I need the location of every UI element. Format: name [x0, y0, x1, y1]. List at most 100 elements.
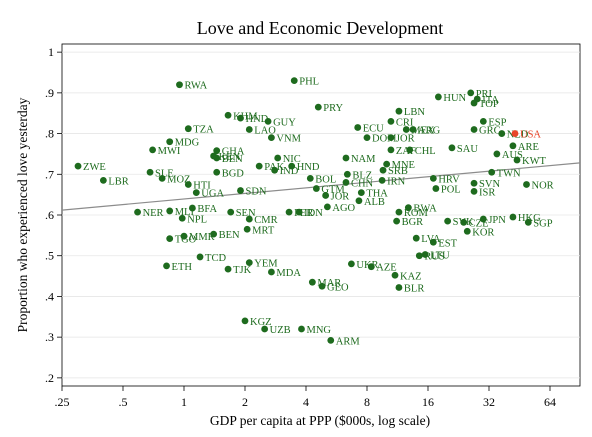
data-label: MOZ	[167, 174, 190, 185]
data-label: ARG	[418, 126, 441, 137]
data-point	[509, 142, 517, 150]
data-point	[421, 251, 429, 258]
data-point	[429, 174, 437, 182]
data-label: ESP	[488, 117, 506, 128]
data-label: HTI	[193, 180, 211, 191]
data-point	[357, 189, 365, 197]
data-label: BLR	[404, 283, 424, 294]
data-label: LAO	[254, 126, 276, 137]
data-label: AZE	[376, 263, 396, 274]
x-tick-label: 2	[242, 395, 248, 409]
data-point	[524, 218, 532, 226]
data-point	[509, 213, 517, 221]
data-label: THA	[366, 189, 388, 200]
data-point	[288, 162, 296, 170]
data-label: NER	[143, 208, 164, 219]
data-point	[166, 207, 174, 215]
x-axis-label: GDP per capita at PPP ($000s, log scale)	[210, 413, 430, 428]
data-label: EST	[438, 238, 457, 249]
data-label: ZAF	[396, 146, 416, 157]
data-label: VNM	[276, 134, 301, 145]
data-point	[312, 185, 320, 192]
data-label: GHA	[222, 147, 245, 158]
data-point	[149, 146, 157, 154]
data-label: KAZ	[400, 271, 422, 282]
data-label: TCD	[205, 253, 226, 264]
data-label: NPL	[187, 214, 207, 225]
data-point	[322, 192, 330, 199]
data-point	[308, 278, 316, 286]
data-point	[354, 124, 362, 131]
data-label: JPN	[488, 215, 506, 226]
data-point	[323, 203, 331, 211]
data-label: CMR	[254, 215, 277, 226]
data-label: GUY	[273, 117, 296, 128]
data-point	[342, 154, 350, 162]
data-label: BOL	[315, 174, 336, 185]
data-label: NAM	[351, 154, 376, 165]
data-label: KEN	[219, 152, 241, 163]
data-label: MNE	[392, 160, 415, 171]
x-tick-label: 32	[483, 395, 495, 409]
data-point	[479, 215, 487, 223]
data-label: AUS	[502, 150, 523, 161]
data-label: SVN	[479, 179, 500, 190]
data-point	[255, 162, 263, 170]
data-label: UGA	[201, 189, 224, 200]
data-label: HKG	[518, 213, 541, 224]
data-point	[196, 253, 204, 261]
data-point	[470, 179, 478, 187]
data-point	[513, 156, 521, 164]
y-tick-label: .6	[45, 208, 54, 222]
data-label: IDN	[304, 208, 323, 219]
data-point	[387, 134, 395, 142]
data-point	[243, 225, 251, 233]
x-axis: .25 .5 1 2 4 8 16 32 64	[55, 386, 556, 409]
data-label: MDA	[276, 268, 301, 279]
data-point	[367, 263, 375, 271]
data-label: MEX	[411, 126, 435, 137]
data-point	[213, 154, 221, 162]
data-label: CHL	[415, 146, 436, 157]
data-label: LBN	[404, 107, 425, 118]
data-point	[245, 215, 253, 223]
data-label: TJK	[233, 265, 252, 276]
data-label: HND	[245, 114, 268, 125]
data-point	[406, 146, 414, 154]
data-point	[241, 317, 249, 325]
data-point	[470, 126, 478, 133]
data-label: ISR	[479, 187, 495, 198]
data-label: KGZ	[250, 317, 272, 328]
data-point	[415, 252, 423, 260]
data-point	[184, 125, 192, 133]
data-point	[210, 230, 218, 238]
y-tick-label: 1	[48, 45, 54, 59]
data-label: JOR	[396, 134, 415, 145]
data-label: PHL	[299, 77, 319, 88]
data-point	[395, 107, 403, 115]
data-label: TOP	[479, 99, 499, 110]
data-point	[470, 99, 478, 107]
x-tick-label: 16	[422, 395, 434, 409]
data-label: NIC	[283, 154, 301, 165]
data-label: CRI	[396, 117, 414, 128]
data-label: ECU	[363, 123, 384, 134]
x-tick-label: 4	[303, 395, 309, 409]
data-label: SLE	[155, 168, 174, 179]
y-tick-label: .5	[45, 249, 54, 263]
data-point	[166, 235, 174, 243]
data-point	[432, 185, 440, 192]
data-point	[402, 126, 410, 133]
data-point	[342, 179, 350, 186]
data-point	[158, 174, 166, 182]
data-point	[274, 154, 282, 162]
data-point	[511, 130, 519, 137]
data-point	[245, 259, 253, 267]
data-point	[227, 208, 235, 216]
data-label: BEN	[222, 154, 243, 165]
data-point	[387, 117, 395, 125]
data-label: HUN	[443, 93, 466, 104]
data-point	[409, 126, 417, 133]
